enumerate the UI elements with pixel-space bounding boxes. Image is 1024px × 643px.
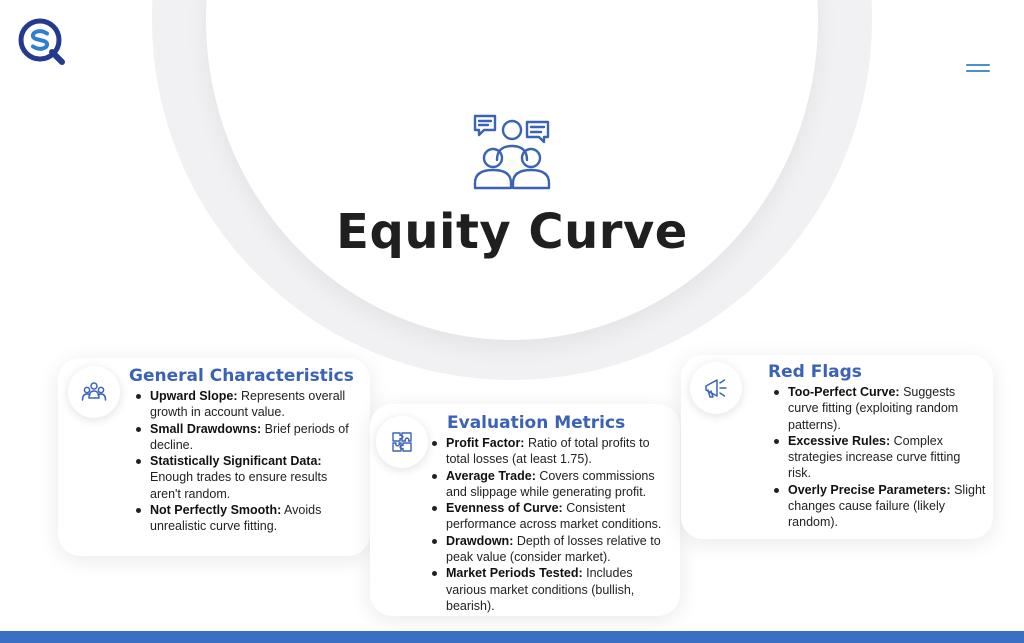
puzzle-icon [376, 416, 428, 468]
footer-bar [0, 631, 1024, 643]
bullet-list: Profit Factor: Ratio of total profits to… [432, 435, 676, 614]
list-item: Not Perfectly Smooth: Avoids unrealistic… [136, 502, 360, 535]
list-item: Statistically Significant Data: Enough t… [136, 453, 360, 502]
people-group-icon [68, 366, 120, 418]
megaphone-icon [690, 362, 742, 414]
list-item: Excessive Rules: Complex strategies incr… [774, 433, 986, 482]
list-item: Market Periods Tested: Includes various … [432, 565, 676, 614]
list-item: Upward Slope: Represents overall growth … [136, 388, 360, 421]
card-title: General Characteristics [129, 366, 354, 386]
list-item: Evenness of Curve: Consistent performanc… [432, 500, 676, 533]
list-item: Too-Perfect Curve: Suggests curve fittin… [774, 384, 986, 433]
menu-line [966, 64, 990, 66]
hamburger-menu-icon[interactable] [966, 62, 992, 76]
list-item: Average Trade: Covers commissions and sl… [432, 468, 676, 501]
list-item: Drawdown: Depth of losses relative to pe… [432, 533, 676, 566]
card-title: Evaluation Metrics [447, 413, 626, 433]
menu-line [966, 70, 990, 72]
list-item: Small Drawdowns: Brief periods of declin… [136, 421, 360, 454]
bullet-list: Upward Slope: Represents overall growth … [136, 388, 360, 535]
list-item: Profit Factor: Ratio of total profits to… [432, 435, 676, 468]
bullet-list: Too-Perfect Curve: Suggests curve fittin… [774, 384, 986, 531]
people-discussion-icon [473, 114, 551, 190]
list-item: Overly Precise Parameters: Slight change… [774, 482, 986, 531]
card-title: Red Flags [768, 362, 862, 382]
brand-logo-icon[interactable] [18, 18, 66, 66]
page-title: Equity Curve [336, 204, 688, 260]
